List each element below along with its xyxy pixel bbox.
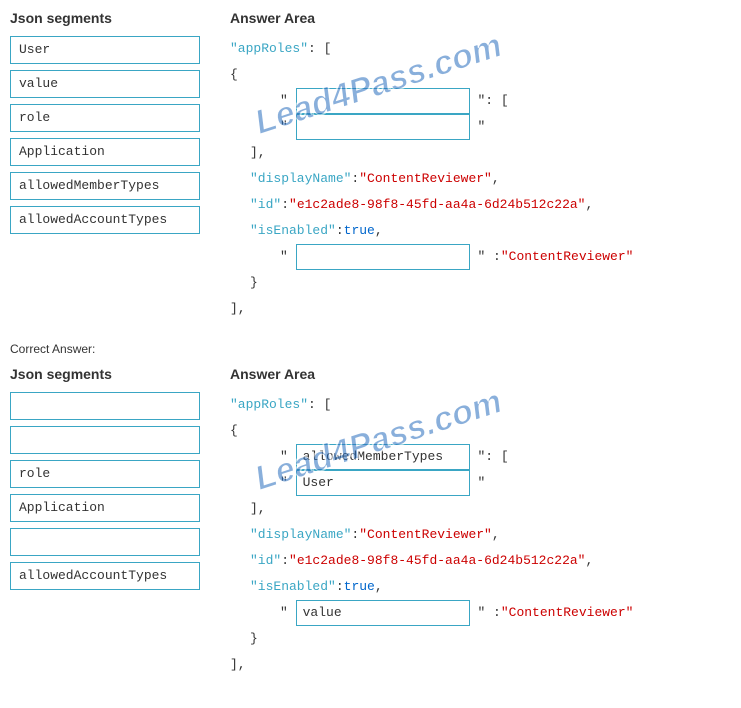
segment-item[interactable] (10, 392, 200, 420)
code-value: true (344, 219, 375, 244)
code-punct: : (336, 575, 344, 600)
code-punct: : [ (308, 393, 331, 418)
code-punct: " (280, 471, 288, 496)
code-punct: , (492, 167, 500, 192)
code-value: "ContentReviewer" (359, 523, 492, 548)
code-punct: " (477, 471, 485, 496)
correct-answer-label: Correct Answer: (10, 342, 741, 356)
code-value: "e1c2ade8-98f8-45fd-aa4a-6d24b512c22a" (289, 193, 585, 218)
code-key: "displayName" (250, 167, 351, 192)
code-key: "appRoles" (230, 393, 308, 418)
segments-column-question: Json segments User value role Applicatio… (10, 10, 200, 240)
code-punct: , (585, 193, 593, 218)
code-value: "ContentReviewer" (359, 167, 492, 192)
answer-header: Answer Area (230, 366, 741, 382)
code-punct: " : (477, 601, 500, 626)
code-punct: : (281, 193, 289, 218)
code-punct: } (250, 627, 258, 652)
code-punct: : (351, 167, 359, 192)
code-punct: ], (230, 297, 246, 322)
segment-item[interactable] (10, 528, 200, 556)
dropzone[interactable]: value (296, 600, 470, 626)
segment-item[interactable]: Application (10, 138, 200, 166)
code-punct: : (336, 219, 344, 244)
segment-item[interactable]: User (10, 36, 200, 64)
code-punct: " (280, 445, 288, 470)
answer-code-question: "appRoles" : [ { " ": [ " " ], "displayN… (230, 36, 741, 322)
answer-columns: Json segments role Application allowedAc… (10, 366, 741, 678)
segment-item[interactable]: allowedAccountTypes (10, 206, 200, 234)
code-punct: ], (230, 653, 246, 678)
code-key: "displayName" (250, 523, 351, 548)
answer-column-question: Answer Area Lead4Pass.com "appRoles" : [… (230, 10, 741, 322)
code-punct: " (280, 245, 288, 270)
dropzone[interactable] (296, 114, 470, 140)
code-key: "id" (250, 193, 281, 218)
dropzone[interactable]: allowedMemberTypes (296, 444, 470, 470)
segment-item[interactable]: value (10, 70, 200, 98)
answer-column-answer: Answer Area Lead4Pass.com "appRoles" : [… (230, 366, 741, 678)
question-section: Json segments User value role Applicatio… (10, 10, 741, 322)
segment-item[interactable]: allowedMemberTypes (10, 172, 200, 200)
code-value: "ContentReviewer" (501, 601, 634, 626)
code-value: true (344, 575, 375, 600)
code-punct: ], (250, 497, 266, 522)
dropzone[interactable] (296, 244, 470, 270)
code-punct: , (492, 523, 500, 548)
code-key: "id" (250, 549, 281, 574)
code-key: "isEnabled" (250, 575, 336, 600)
segment-item[interactable]: Application (10, 494, 200, 522)
segment-item[interactable]: allowedAccountTypes (10, 562, 200, 590)
answer-section: Json segments role Application allowedAc… (10, 366, 741, 678)
segment-item[interactable]: role (10, 104, 200, 132)
code-punct: , (375, 575, 383, 600)
code-key: "isEnabled" (250, 219, 336, 244)
segment-item[interactable]: role (10, 460, 200, 488)
code-key: "appRoles" (230, 37, 308, 62)
code-punct: " : (477, 245, 500, 270)
question-columns: Json segments User value role Applicatio… (10, 10, 741, 322)
code-value: "e1c2ade8-98f8-45fd-aa4a-6d24b512c22a" (289, 549, 585, 574)
segments-header: Json segments (10, 366, 200, 382)
code-punct: : (281, 549, 289, 574)
code-punct: { (230, 419, 238, 444)
segments-column-answer: Json segments role Application allowedAc… (10, 366, 200, 596)
dropzone[interactable] (296, 88, 470, 114)
code-punct: : [ (308, 37, 331, 62)
code-punct: " (477, 115, 485, 140)
answer-code-answer: "appRoles" : [ { " allowedMemberTypes ":… (230, 392, 741, 678)
code-punct: } (250, 271, 258, 296)
answer-header: Answer Area (230, 10, 741, 26)
code-punct: , (585, 549, 593, 574)
code-punct: " (280, 115, 288, 140)
code-punct: ": [ (477, 89, 508, 114)
code-punct: , (375, 219, 383, 244)
code-punct: { (230, 63, 238, 88)
segment-item[interactable] (10, 426, 200, 454)
code-value: "ContentReviewer" (501, 245, 634, 270)
dropzone[interactable]: User (296, 470, 470, 496)
code-punct: " (280, 89, 288, 114)
code-punct: ], (250, 141, 266, 166)
segments-header: Json segments (10, 10, 200, 26)
code-punct: " (280, 601, 288, 626)
code-punct: : (351, 523, 359, 548)
code-punct: ": [ (477, 445, 508, 470)
